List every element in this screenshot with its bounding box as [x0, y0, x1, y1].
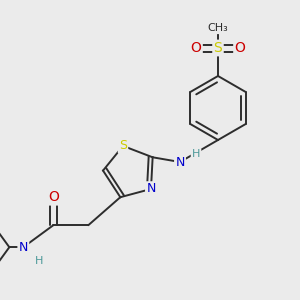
Text: N: N	[175, 155, 185, 169]
Text: O: O	[190, 41, 201, 55]
Text: O: O	[48, 190, 59, 204]
Text: N: N	[146, 182, 156, 196]
Text: N: N	[19, 241, 28, 254]
Text: S: S	[214, 41, 222, 55]
Text: H: H	[35, 256, 44, 266]
Text: CH₃: CH₃	[208, 23, 228, 33]
Text: H: H	[192, 149, 200, 159]
Text: S: S	[119, 140, 127, 152]
Text: O: O	[235, 41, 245, 55]
